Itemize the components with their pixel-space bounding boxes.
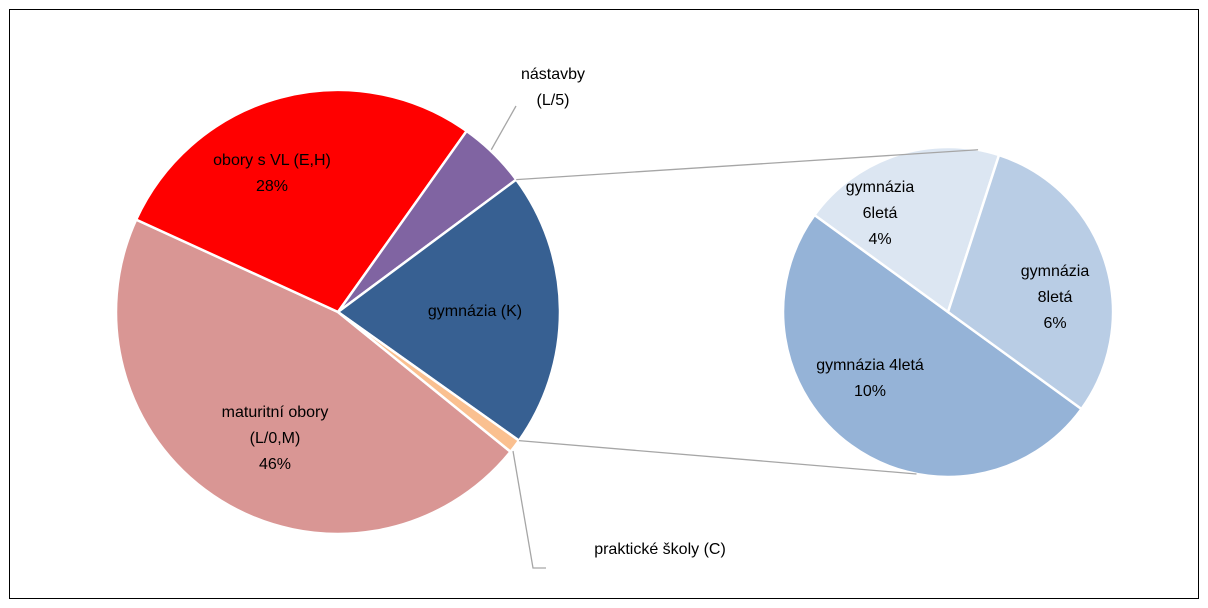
slice-label: gymnázia 4letá 10%: [790, 353, 950, 405]
slice-label: gymnázia 6letá 4%: [845, 175, 915, 253]
slice-category: gymnázia 6letá: [845, 179, 915, 222]
pie-slice: [335, 177, 562, 443]
pie-slice: [134, 88, 469, 314]
slice-label: nástavby (L/5): [513, 62, 593, 114]
connector-line: [516, 149, 979, 181]
slice-category: praktické školy (C): [594, 541, 726, 558]
slice-category: gymnázia (K): [427, 303, 523, 320]
slice-label: maturitní obory (L/0,M) 46%: [200, 400, 350, 478]
slice-value: 28%: [255, 178, 289, 195]
pie-slice: [337, 310, 521, 454]
slice-value: 46%: [258, 456, 292, 473]
slice-category: gymnázia 4letá: [816, 357, 924, 374]
slice-label: obory s VL (E,H) 28%: [202, 148, 342, 200]
slice-value: 10%: [853, 383, 887, 400]
slice-label: gymnázia (K): [405, 299, 545, 325]
slice-value: 6%: [1043, 315, 1067, 332]
pie-slice: [114, 217, 513, 536]
slice-category: gymnázia 8letá: [1020, 263, 1090, 306]
connector-line: [518, 439, 917, 475]
leader-line: [512, 450, 546, 569]
slice-category: nástavby (L/5): [520, 66, 586, 109]
slice-label: gymnázia 8letá 6%: [1020, 259, 1090, 337]
pie-slice: [946, 153, 1115, 411]
slice-label: praktické školy (C): [550, 537, 770, 563]
slice-value: 4%: [868, 231, 892, 248]
slice-category: obory s VL (E,H): [213, 152, 331, 169]
slice-category: maturitní obory (L/0,M): [221, 404, 329, 447]
leader-line: [489, 105, 517, 153]
pie-slice: [781, 213, 1084, 479]
